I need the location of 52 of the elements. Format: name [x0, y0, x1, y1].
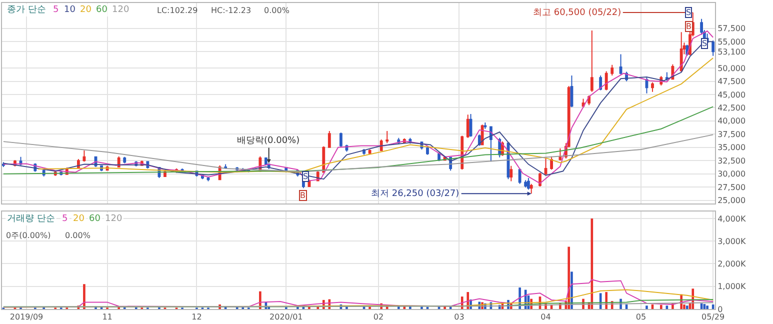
annotation: S	[686, 8, 692, 17]
text: 20	[80, 5, 92, 15]
annotation: 배당락(0.00%)	[237, 136, 300, 146]
x-tick-label: 04	[540, 312, 551, 322]
legend-title: 종가 단순	[7, 5, 46, 15]
y-tick-label: 32,500	[718, 156, 746, 166]
annotation: B	[300, 191, 306, 200]
x-tick-label: 11	[102, 312, 112, 322]
annotation: HC:-12.23	[211, 6, 252, 15]
y-tick-label: 35,000	[718, 143, 746, 152]
text: 60	[89, 214, 101, 224]
annotation: 최고 60,500 (05/22)	[533, 8, 622, 18]
annotation: 최저 26,250 (03/27)	[371, 189, 460, 199]
x-tick-label: 03	[454, 312, 464, 322]
y-tick-label: 2,000K	[718, 260, 746, 269]
annotation: 0.00%	[264, 6, 290, 15]
y-tick-label: 0	[718, 304, 723, 314]
annotation: LC:102.29	[157, 6, 198, 15]
y-tick-label: 37,500	[718, 130, 746, 139]
y-tick-label: 47,500	[718, 77, 746, 86]
x-tick-label: 05	[636, 312, 646, 322]
y-tick-label: 27,500	[718, 182, 746, 192]
text: 120	[105, 214, 122, 224]
text: 20	[73, 214, 85, 224]
y-tick-label: 42,500	[718, 104, 746, 113]
x-tick-label: 2019/09	[10, 312, 44, 322]
y-tick-label: 30,000	[718, 170, 746, 179]
x-tick-label: 05/29	[702, 312, 725, 322]
annotation: S	[303, 172, 308, 181]
annotation: 0주(0.00%)	[6, 231, 51, 240]
y-tick-label: 1,000K	[718, 282, 746, 292]
y-tick-label: 45,000	[718, 90, 746, 100]
text: 5	[53, 5, 59, 15]
y-tick-label: 3,000K	[718, 236, 746, 246]
text: 60	[96, 5, 108, 15]
text: 10	[64, 5, 76, 15]
text: 120	[112, 5, 130, 15]
annotation: 0.00%	[65, 231, 91, 240]
y-tick-label: 53,100	[718, 47, 746, 56]
annotation: B	[686, 22, 692, 31]
text: 5	[62, 214, 68, 224]
y-tick-label: 57,500	[718, 24, 746, 34]
y-tick-label: 55,000	[718, 37, 746, 46]
y-tick-label: 40,000	[718, 116, 746, 126]
annotation: S	[702, 39, 708, 48]
y-tick-label: 50,000	[718, 64, 746, 73]
y-tick-label: 25,000	[718, 196, 746, 206]
y-tick-label: 4,000K	[718, 214, 746, 224]
x-tick-label: 12	[192, 312, 202, 322]
x-tick-label: 02	[373, 312, 384, 322]
x-tick-label: 2020/01	[270, 312, 303, 322]
text: 거래량 단순	[7, 214, 55, 224]
